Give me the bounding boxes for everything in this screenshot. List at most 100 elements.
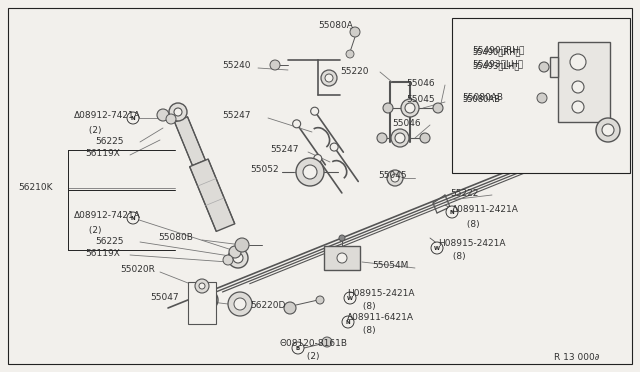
Text: 55052: 55052 [250, 166, 278, 174]
Text: (8): (8) [450, 253, 466, 262]
Text: (8): (8) [360, 302, 376, 311]
Circle shape [296, 158, 324, 186]
Circle shape [344, 292, 356, 304]
Circle shape [539, 62, 549, 72]
Text: (2): (2) [86, 125, 102, 135]
Circle shape [446, 206, 458, 218]
Circle shape [330, 143, 338, 151]
Text: 55045: 55045 [378, 171, 406, 180]
Circle shape [387, 170, 403, 186]
Circle shape [229, 246, 241, 258]
Circle shape [339, 235, 345, 241]
Text: Η08915-2421A: Η08915-2421A [438, 240, 506, 248]
Text: 56210K: 56210K [18, 183, 52, 192]
Circle shape [431, 242, 443, 254]
Text: N: N [450, 209, 454, 215]
Circle shape [391, 129, 409, 147]
Circle shape [198, 290, 218, 310]
Text: 55080AB: 55080AB [462, 96, 500, 105]
Circle shape [235, 238, 249, 252]
Text: Δ08912-7421A: Δ08912-7421A [74, 112, 141, 121]
Text: (2): (2) [86, 225, 102, 234]
Text: (8): (8) [360, 327, 376, 336]
Circle shape [420, 133, 430, 143]
Text: (2): (2) [304, 353, 319, 362]
Polygon shape [189, 159, 235, 231]
Text: Δ08912-7421A: Δ08912-7421A [74, 212, 141, 221]
Circle shape [303, 165, 317, 179]
Text: 55247: 55247 [222, 112, 250, 121]
Circle shape [433, 103, 443, 113]
Text: 56220D: 56220D [250, 301, 285, 311]
Circle shape [383, 103, 393, 113]
Text: R 13 000∂: R 13 000∂ [554, 353, 600, 362]
Circle shape [127, 112, 139, 124]
Circle shape [314, 154, 322, 163]
Text: 55020R: 55020R [120, 266, 155, 275]
Circle shape [395, 133, 405, 143]
Circle shape [346, 50, 354, 58]
Text: 56119X: 56119X [85, 250, 120, 259]
Circle shape [284, 302, 296, 314]
Text: 55490〈RH〉: 55490〈RH〉 [472, 48, 520, 57]
Bar [452, 18, 630, 173]
Text: 56119X: 56119X [85, 150, 120, 158]
Text: Θ08120-8161B: Θ08120-8161B [280, 339, 348, 347]
Bar [324, 246, 360, 270]
Text: (8): (8) [464, 219, 479, 228]
Circle shape [310, 107, 319, 115]
Text: 55080A: 55080A [318, 22, 353, 31]
Circle shape [401, 99, 419, 117]
Text: 55247: 55247 [270, 145, 298, 154]
Text: Η08915-2421A: Η08915-2421A [347, 289, 415, 298]
Text: 55493〈LH〉: 55493〈LH〉 [472, 60, 523, 68]
Circle shape [570, 54, 586, 70]
Text: 55047: 55047 [150, 294, 179, 302]
Text: 56225: 56225 [95, 137, 124, 145]
Circle shape [195, 279, 209, 293]
Circle shape [572, 101, 584, 113]
Circle shape [325, 74, 333, 82]
Circle shape [377, 133, 387, 143]
Text: 55046: 55046 [406, 78, 435, 87]
Text: N: N [131, 215, 135, 221]
Circle shape [228, 292, 252, 316]
Text: 55222: 55222 [450, 189, 478, 198]
Circle shape [223, 255, 233, 265]
Text: Δ08911-6421A: Δ08911-6421A [347, 314, 414, 323]
Circle shape [233, 253, 243, 263]
Text: 55490〈RH〉: 55490〈RH〉 [472, 45, 524, 55]
Text: N: N [346, 320, 350, 324]
Circle shape [596, 118, 620, 142]
Circle shape [157, 109, 169, 121]
Circle shape [316, 296, 324, 304]
Circle shape [169, 103, 187, 121]
Text: 55045: 55045 [406, 96, 435, 105]
Circle shape [322, 337, 332, 347]
Polygon shape [175, 117, 205, 166]
Circle shape [199, 283, 205, 289]
Circle shape [572, 81, 584, 93]
Text: N: N [131, 115, 135, 121]
Circle shape [166, 114, 176, 124]
Text: 56225: 56225 [95, 237, 124, 246]
Circle shape [321, 70, 337, 86]
Circle shape [203, 295, 213, 305]
Text: 55080B: 55080B [158, 234, 193, 243]
Bar [550, 57, 558, 77]
Text: 55080AB: 55080AB [462, 93, 503, 103]
Text: B: B [296, 346, 300, 350]
Text: W: W [347, 295, 353, 301]
Bar [558, 42, 610, 122]
Circle shape [174, 108, 182, 116]
Bar [188, 282, 216, 324]
Circle shape [342, 316, 354, 328]
Text: 55046: 55046 [392, 119, 420, 128]
Circle shape [270, 60, 280, 70]
Text: 55493〈LH〉: 55493〈LH〉 [472, 61, 520, 71]
Text: W: W [434, 246, 440, 250]
Text: Δ08911-2421A: Δ08911-2421A [452, 205, 519, 215]
Circle shape [602, 124, 614, 136]
Circle shape [350, 27, 360, 37]
Text: 55240: 55240 [222, 61, 250, 71]
